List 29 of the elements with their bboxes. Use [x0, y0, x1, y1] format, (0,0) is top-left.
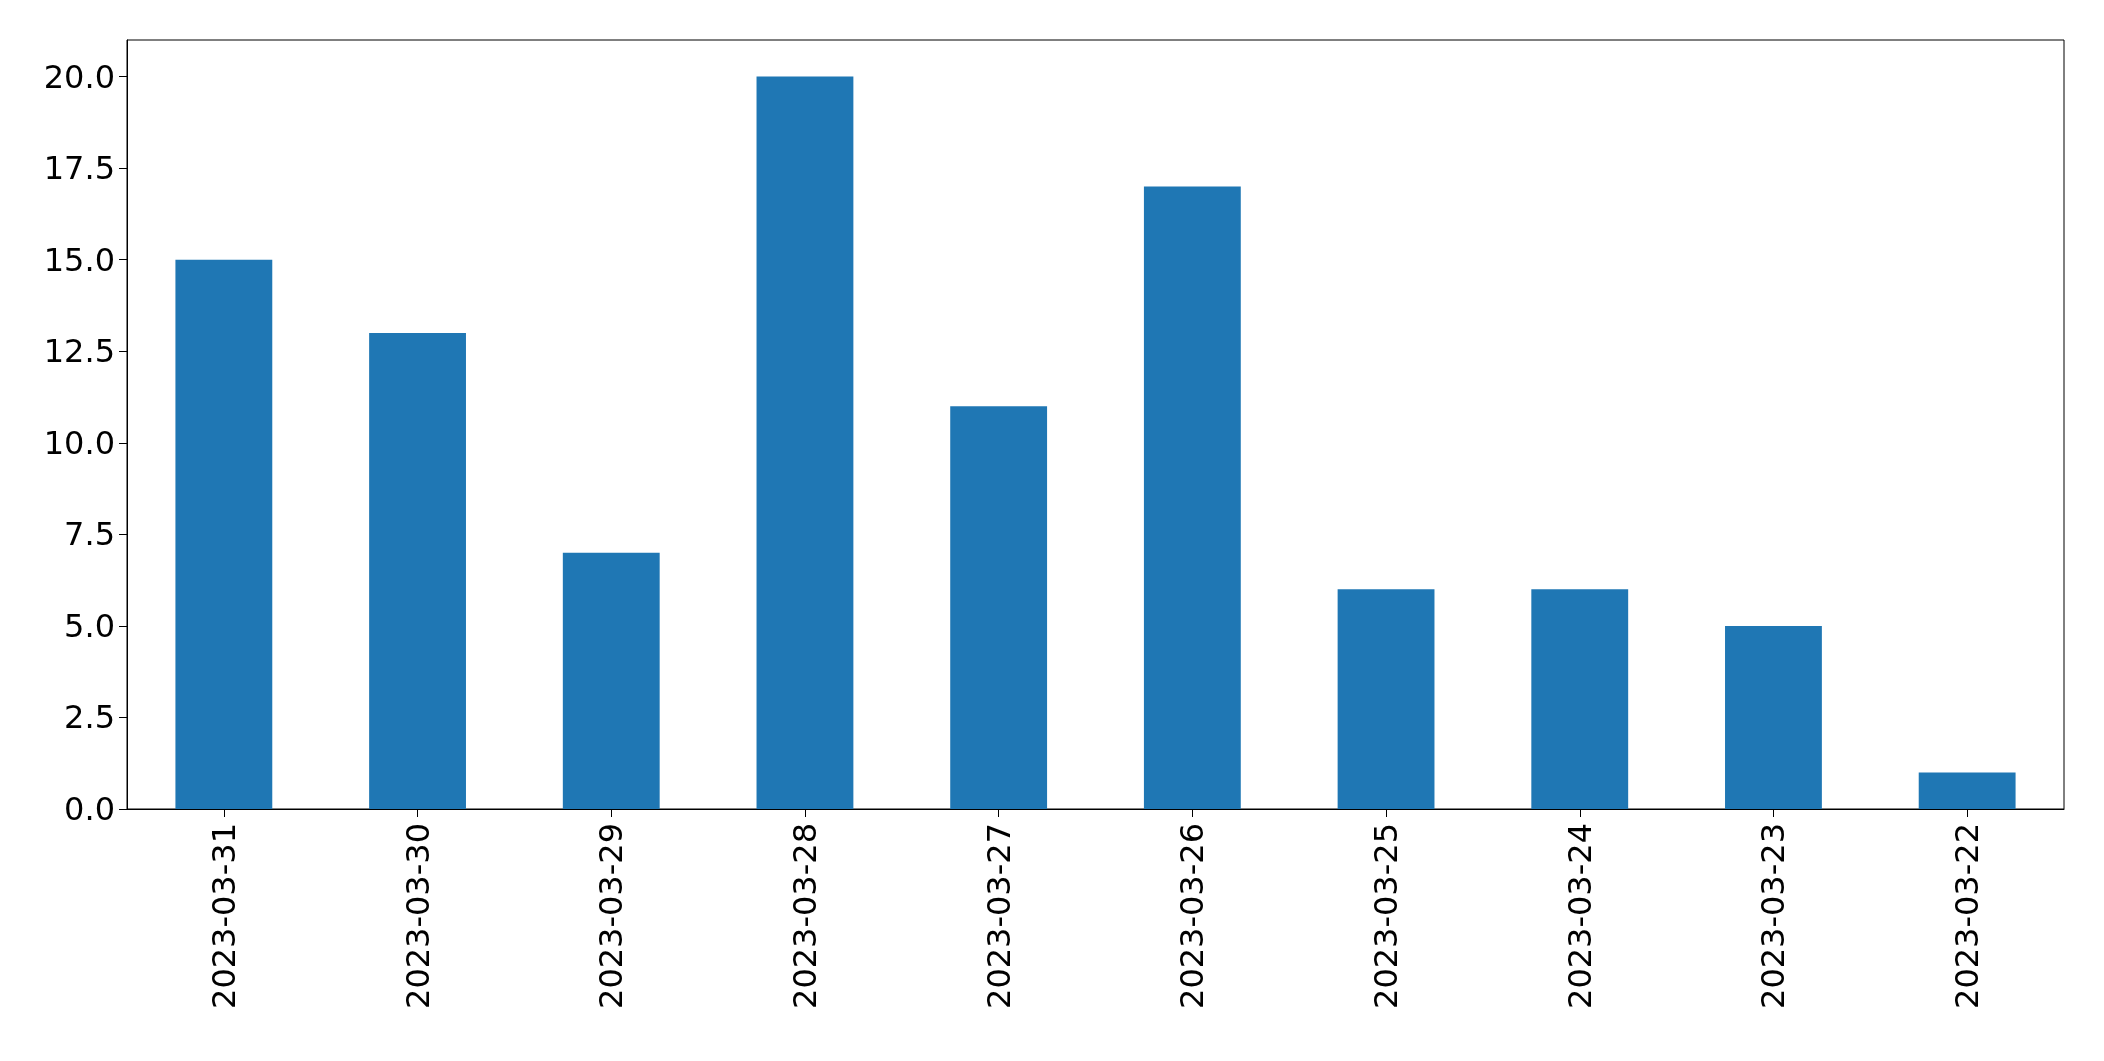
bar [1918, 772, 2016, 809]
y-tick-label: 5.0 [64, 606, 115, 645]
bar [1143, 186, 1241, 809]
y-tick-label: 7.5 [64, 515, 115, 554]
x-tick-label: 2023-03-29 [592, 823, 631, 1009]
x-tick-label: 2023-03-28 [785, 823, 824, 1009]
y-tick-label: 0.0 [64, 790, 115, 828]
y-tick-label: 20.0 [43, 57, 115, 96]
x-tick-label: 2023-03-30 [398, 823, 437, 1009]
x-tick-label: 2023-03-22 [1948, 823, 1987, 1009]
bar [1531, 589, 1629, 809]
bar [950, 406, 1048, 809]
y-tick-label: 2.5 [64, 698, 115, 737]
bar [562, 552, 660, 809]
bar [369, 332, 466, 809]
y-tick-label: 15.0 [43, 240, 115, 279]
x-tick-label: 2023-03-25 [1367, 823, 1406, 1009]
x-tick-label: 2023-03-31 [204, 823, 243, 1009]
bar [175, 259, 273, 809]
y-tick-label: 17.5 [43, 149, 115, 188]
x-tick-label: 2023-03-23 [1754, 823, 1793, 1009]
bar [756, 76, 854, 809]
x-tick-label: 2023-03-24 [1560, 823, 1599, 1009]
bar [1725, 625, 1822, 809]
x-tick-label: 2023-03-26 [1173, 823, 1212, 1009]
y-tick-label: 12.5 [43, 332, 115, 371]
bar [1337, 589, 1435, 809]
x-tick-label: 2023-03-27 [979, 823, 1018, 1009]
y-tick-label: 10.0 [43, 423, 115, 462]
